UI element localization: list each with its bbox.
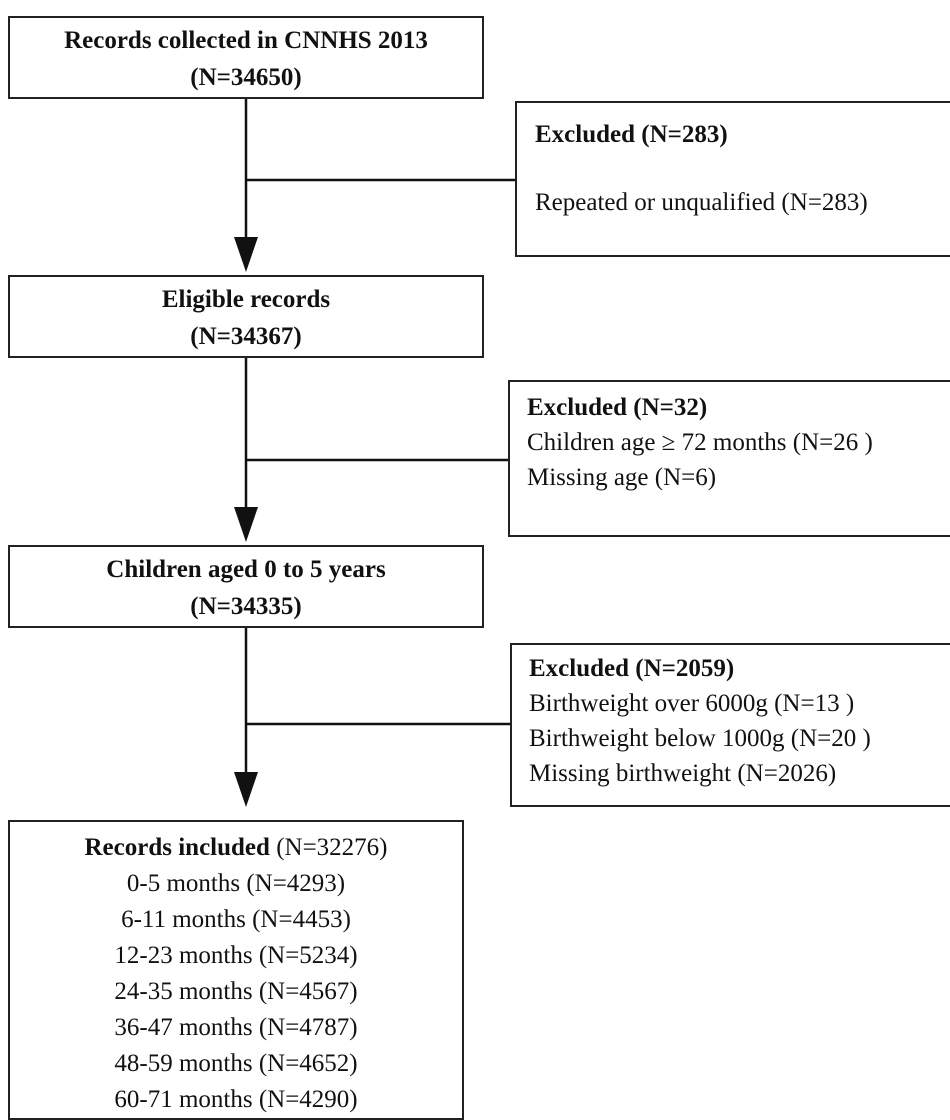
- age-group-row: 36-47 months (N=4787): [114, 1014, 358, 1041]
- step-title: Eligible records: [161, 286, 331, 313]
- step-count: (N=34335): [190, 593, 302, 620]
- age-group-row: 48-59 months (N=4652): [114, 1050, 358, 1077]
- age-group-row: 24-35 months (N=4567): [114, 978, 358, 1005]
- exclusion-reason: Missing age (N=6): [527, 464, 717, 491]
- exclusion-reason: Missing birthweight (N=2026): [529, 760, 837, 787]
- step-title: Records collected in CNNHS 2013: [64, 27, 428, 54]
- exclusion-title: Excluded (N=2059): [529, 655, 735, 682]
- exclusion-title: Excluded (N=32): [527, 394, 708, 421]
- exclusion-title: Excluded (N=283): [535, 121, 728, 148]
- exclusion-reason: Birthweight below 1000g (N=20 ): [529, 725, 871, 752]
- arrowhead-1: [234, 237, 258, 272]
- age-group-row: 12-23 months (N=5234): [114, 942, 358, 969]
- final-box-records-included: Records included (N=32276) 0-5 months (N…: [8, 820, 464, 1120]
- age-group-row: 0-5 months (N=4293): [126, 870, 346, 897]
- exclusion-reason: Birthweight over 6000g (N=13 ): [529, 690, 855, 717]
- step-title: Children aged 0 to 5 years: [106, 556, 386, 583]
- arrowhead-2: [234, 507, 258, 542]
- arrowhead-3: [234, 772, 258, 807]
- exclusion-reason: Repeated or unqualified (N=283): [535, 189, 868, 216]
- step-box-children-aged: Children aged 0 to 5 years (N=34335): [8, 545, 484, 628]
- final-count: (N=32276): [269, 834, 388, 861]
- exclusion-box-repeated: Excluded (N=283) Repeated or unqualified…: [515, 101, 950, 257]
- exclusion-box-birthweight: Excluded (N=2059) Birthweight over 6000g…: [510, 643, 950, 807]
- step-box-eligible-records: Eligible records (N=34367): [8, 275, 484, 358]
- step-box-records-collected: Records collected in CNNHS 2013 (N=34650…: [8, 16, 484, 99]
- step-count: (N=34367): [190, 323, 302, 350]
- step-count: (N=34650): [190, 64, 302, 91]
- age-group-row: 60-71 months (N=4290): [114, 1086, 358, 1113]
- exclusion-box-age: Excluded (N=32) Children age ≥ 72 months…: [508, 380, 950, 537]
- final-title: Records included: [84, 834, 270, 861]
- exclusion-reason: Children age ≥ 72 months (N=26 ): [527, 429, 873, 456]
- age-group-row: 6-11 months (N=4453): [121, 906, 351, 933]
